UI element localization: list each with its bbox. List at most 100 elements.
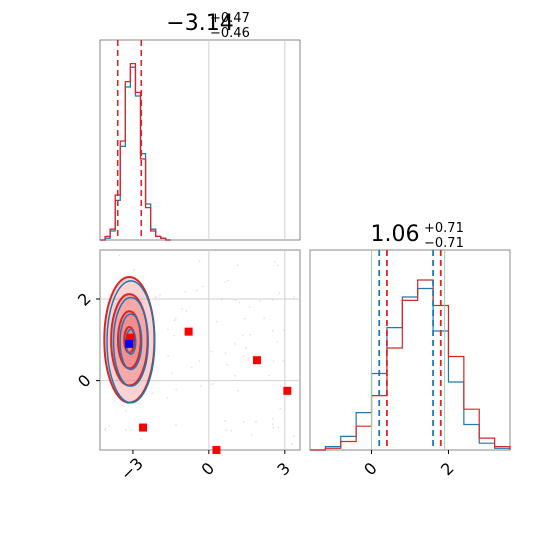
quantile-lines xyxy=(116,40,143,240)
sample-point xyxy=(242,355,245,358)
y-tick-label: 2 xyxy=(74,289,95,310)
sample-point xyxy=(247,357,250,359)
panel-frame xyxy=(309,249,511,451)
sample-point xyxy=(242,420,245,423)
sample-point xyxy=(185,310,188,312)
title-minus-param2: −0.71 xyxy=(424,236,464,251)
sample-point xyxy=(198,360,201,362)
sample-point xyxy=(234,343,236,345)
sample-point xyxy=(245,347,247,349)
sample-point xyxy=(272,423,274,426)
sample-point xyxy=(130,429,132,431)
sample-point xyxy=(268,374,270,377)
sample-point xyxy=(271,298,274,301)
histogram-series xyxy=(310,279,511,451)
sample-point xyxy=(118,254,121,257)
sample-point xyxy=(226,363,229,366)
sample-point xyxy=(139,438,142,440)
contour-blue-1 xyxy=(112,296,149,387)
sample-point xyxy=(236,264,239,267)
scatter-panel: −3 0 3 0 2 xyxy=(74,249,301,484)
sample-point xyxy=(249,333,252,336)
histogram-line-0 xyxy=(100,66,171,241)
title-plus-param2: +0.71 xyxy=(424,221,464,236)
contour-blue-2 xyxy=(119,313,143,371)
sample-point xyxy=(272,360,275,362)
sample-point xyxy=(133,268,135,271)
sample-point xyxy=(198,260,201,263)
sample-point xyxy=(293,296,296,298)
sample-point xyxy=(167,328,169,331)
x-tick-label: −3 xyxy=(117,454,147,484)
y-tick-label: 0 xyxy=(74,371,95,392)
sample-point xyxy=(234,375,236,377)
sample-point xyxy=(175,388,177,391)
sample-point xyxy=(248,306,251,309)
sample-point xyxy=(108,425,110,427)
markers xyxy=(125,327,292,454)
sample-point xyxy=(277,426,280,429)
sample-point xyxy=(104,427,107,430)
sample-point xyxy=(282,329,285,332)
panel-title-param2: 1.06 xyxy=(371,222,420,247)
title-plus-param1: +0.47 xyxy=(210,11,250,26)
sample-point xyxy=(159,294,161,296)
x-tick-label: 0 xyxy=(360,459,381,480)
sample-point xyxy=(148,331,151,333)
sample-point xyxy=(125,428,127,431)
sample-point xyxy=(211,383,214,385)
sample-point xyxy=(238,301,241,304)
quantile-lines xyxy=(371,250,446,450)
sample-point xyxy=(292,435,295,438)
sample-point xyxy=(173,319,176,322)
histogram-series xyxy=(100,62,171,241)
sample-point xyxy=(114,400,116,402)
sample-point xyxy=(263,317,265,319)
sample-point xyxy=(234,299,237,302)
histogram-line-0 xyxy=(310,287,511,451)
red-marker xyxy=(184,327,193,336)
title-minus-param1: −0.46 xyxy=(210,26,250,41)
red-marker xyxy=(212,446,221,454)
sample-point xyxy=(200,385,202,387)
histogram-panel-param1: −3.14 +0.47 −0.46 xyxy=(99,11,301,241)
sample-point xyxy=(175,424,177,426)
sample-point xyxy=(225,429,227,432)
sample-point xyxy=(224,352,227,354)
sample-point xyxy=(243,317,246,320)
sample-point xyxy=(104,429,106,431)
sample-point xyxy=(237,389,239,392)
x-tick-label: 0 xyxy=(197,459,218,480)
sample-point xyxy=(291,443,294,445)
sample-point xyxy=(215,320,218,323)
panel-frame xyxy=(99,39,301,241)
sample-point xyxy=(202,285,204,288)
contour-red-2 xyxy=(116,310,142,370)
sample-point xyxy=(276,341,279,343)
red-marker xyxy=(126,333,135,342)
sample-point xyxy=(170,372,173,374)
sample-point xyxy=(173,334,176,337)
sample-point xyxy=(191,366,193,369)
sample-point xyxy=(279,385,282,387)
sample-point xyxy=(151,392,153,395)
x-tick-label: 3 xyxy=(273,459,294,480)
sample-point xyxy=(184,290,186,293)
panel-title-param1: −3.14 xyxy=(166,11,233,36)
sample-point xyxy=(282,360,284,362)
sample-point xyxy=(279,407,282,410)
gridlines xyxy=(208,40,286,240)
sample-point xyxy=(166,397,169,399)
blue-marker xyxy=(125,339,134,348)
red-marker xyxy=(283,386,292,395)
panel-frame xyxy=(99,249,301,451)
sample-point xyxy=(181,308,183,310)
sample-point xyxy=(224,281,226,284)
sample-point xyxy=(195,289,198,292)
sample-point xyxy=(221,298,223,300)
sample-point xyxy=(125,409,127,412)
sample-point xyxy=(224,419,226,422)
